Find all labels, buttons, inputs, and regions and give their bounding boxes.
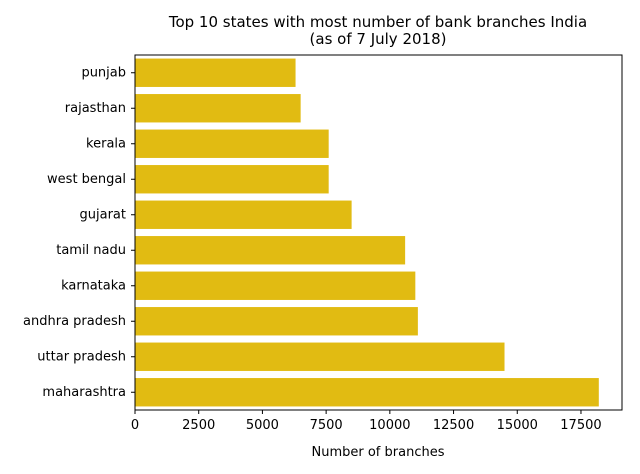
y-tick-label-west-bengal: west bengal (47, 172, 126, 187)
bars-group (135, 58, 599, 407)
y-tick-label-kerala: kerala (86, 136, 126, 151)
y-tick-label-rajasthan: rajasthan (65, 101, 126, 116)
y-tick-label-tamil-nadu: tamil nadu (56, 243, 126, 258)
x-tick-label-10000: 10000 (369, 418, 410, 433)
x-axis-label: Number of branches (312, 445, 445, 460)
y-tick-label-maharashtra: maharashtra (42, 385, 126, 400)
y-tick-label-karnataka: karnataka (61, 278, 126, 293)
bar-maharashtra (135, 378, 599, 407)
bar-kerala (135, 129, 329, 158)
x-tick-label-12500: 12500 (433, 418, 474, 433)
x-tick-label-7500: 7500 (310, 418, 343, 433)
bar-gujarat (135, 200, 352, 229)
bar-karnataka (135, 271, 416, 300)
chart-title-line-2: (as of 7 July 2018) (310, 30, 447, 48)
y-tick-label-gujarat: gujarat (80, 207, 126, 222)
y-tick-label-punjab: punjab (81, 65, 126, 80)
x-tick-label-2500: 2500 (182, 418, 215, 433)
bar-uttar-pradesh (135, 342, 505, 371)
x-tick-label-5000: 5000 (246, 418, 279, 433)
y-axis-ticks: maharashtra uttar pradesh andhra pradesh ka… (23, 65, 135, 400)
chart-title-line-1: Top 10 states with most number of bank b… (168, 13, 587, 31)
bar-rajasthan (135, 94, 301, 123)
x-tick-label-17500: 17500 (560, 418, 601, 433)
bar-andhra-pradesh (135, 307, 418, 336)
plot-area-frame (134, 54, 623, 411)
y-tick-label-uttar-pradesh: uttar pradesh (37, 349, 126, 364)
bar-tamil-nadu (135, 236, 406, 265)
chart-title: Top 10 states with most number of bank b… (168, 13, 587, 48)
bar-punjab (135, 58, 296, 87)
bar-west-bengal (135, 165, 329, 194)
x-tick-label-15000: 15000 (497, 418, 538, 433)
x-tick-label-0: 0 (131, 418, 139, 433)
y-tick-label-andhra-pradesh: andhra pradesh (23, 314, 126, 329)
x-axis-ticks: 0 2500 5000 7500 10000 12500 15000 17500 (131, 410, 602, 433)
